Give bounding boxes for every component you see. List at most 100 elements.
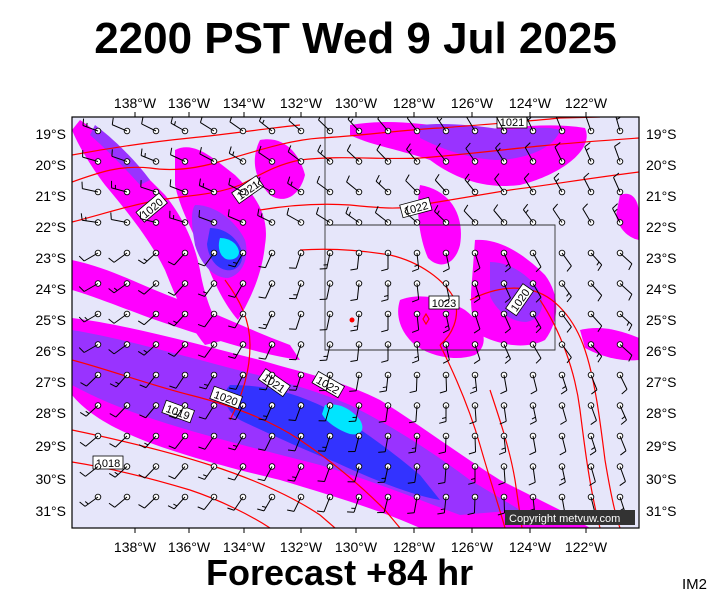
wind-barb <box>229 117 247 135</box>
lat-label-right: 31°S <box>646 503 677 519</box>
wind-barb <box>139 211 160 226</box>
wind-barb <box>467 493 479 516</box>
wind-barb <box>258 280 276 299</box>
wind-barb <box>199 117 218 135</box>
wind-barb <box>349 371 363 392</box>
wind-barb <box>110 212 131 226</box>
wind-barb <box>347 463 363 483</box>
wind-barb <box>613 172 624 196</box>
rain-area-east-purple <box>490 262 543 322</box>
wind-barb <box>108 463 131 478</box>
wind-barb <box>137 280 160 295</box>
wind-barb <box>258 341 276 360</box>
wind-barb <box>289 371 305 391</box>
wind-barb <box>227 493 247 511</box>
wind-barb <box>316 175 334 196</box>
wind-barb <box>169 371 189 389</box>
isobar-label: 1021 <box>496 117 528 129</box>
wind-barb <box>319 371 334 392</box>
wind-barb <box>616 371 628 395</box>
wind-barb <box>498 432 508 455</box>
lat-label-right: 28°S <box>646 405 677 421</box>
wind-barb <box>500 280 511 303</box>
wind-barb <box>228 249 247 268</box>
wind-barb <box>137 310 160 326</box>
wind-barb <box>616 463 626 486</box>
wind-barb <box>197 493 218 511</box>
wind-barb <box>495 142 508 165</box>
wind-barb <box>80 371 102 387</box>
wind-barb <box>500 310 511 334</box>
wind-barb <box>381 310 392 333</box>
wind-barb <box>379 371 392 393</box>
wind-barb <box>582 203 595 226</box>
longitude-labels-bottom: 138°W 136°W 134°W 132°W 130°W 128°W 126°W 124°W… <box>114 528 608 555</box>
wind-barb <box>317 144 334 165</box>
wind-barb <box>287 432 305 452</box>
map-title: 2200 PST Wed 9 Jul 2025 <box>94 14 617 63</box>
wind-barb <box>587 341 603 363</box>
wind-barb <box>378 432 392 453</box>
lon-label-top: 128°W <box>393 95 436 111</box>
wind-barb <box>612 203 624 226</box>
lat-label-left: 22°S <box>35 219 66 235</box>
lon-label-top: 122°W <box>565 95 608 111</box>
lat-label-left: 28°S <box>35 405 66 421</box>
wind-barb <box>471 341 481 364</box>
wind-barb <box>228 341 247 359</box>
lat-label-right: 19°S <box>646 126 677 142</box>
wind-barb <box>376 143 392 165</box>
wind-barb <box>257 177 276 196</box>
forecast-label: Forecast +84 hr <box>206 552 474 593</box>
wind-barb <box>498 463 508 486</box>
wind-barb <box>558 432 567 456</box>
wind-barb <box>587 432 597 456</box>
lat-label-right: 21°S <box>646 188 677 204</box>
wind-barb <box>198 432 218 450</box>
wind-barb <box>258 432 276 451</box>
lon-label-bottom: 132°W <box>280 539 323 555</box>
lat-label-right: 20°S <box>646 157 677 173</box>
lon-label-top: 134°W <box>223 95 266 111</box>
wind-barb <box>442 249 450 273</box>
wind-barb <box>378 402 392 423</box>
lon-label-bottom: 128°W <box>393 539 436 555</box>
wind-barb <box>138 463 160 479</box>
rain-area-intense <box>322 404 363 435</box>
wind-barb <box>529 280 542 303</box>
wind-barb <box>289 249 305 269</box>
wind-barb <box>199 147 218 165</box>
wind-barb <box>111 149 131 165</box>
wind-barb <box>257 493 276 512</box>
wind-barb <box>258 371 276 391</box>
wind-barb <box>227 463 247 481</box>
image-code: IM2 <box>682 576 708 593</box>
wind-barb <box>316 493 334 513</box>
wind-barb <box>82 118 102 135</box>
wind-barb <box>553 172 566 196</box>
wind-barb <box>528 463 537 486</box>
wind-barb <box>315 207 334 226</box>
wind-barb <box>78 280 102 292</box>
wind-barb <box>287 145 305 165</box>
svg-text:1018: 1018 <box>96 458 120 470</box>
lat-label-left: 27°S <box>35 374 66 390</box>
wind-barb <box>108 341 131 355</box>
wind-barb <box>167 493 189 510</box>
wind-barb <box>168 463 189 480</box>
wind-barb <box>377 117 392 135</box>
wind-barb <box>529 249 542 273</box>
lat-label-right: 23°S <box>646 250 677 266</box>
longitude-labels-top: 138°W 136°W 134°W 132°W 130°W 128°W 126°W 124°W… <box>114 95 608 117</box>
wind-barb <box>377 493 392 514</box>
wind-barb <box>318 402 334 422</box>
wind-barb <box>558 310 572 333</box>
wind-barb <box>167 310 189 327</box>
wind-barb <box>529 341 542 364</box>
wind-barb <box>348 402 363 423</box>
lon-label-bottom: 134°W <box>223 539 266 555</box>
wind-barb <box>583 172 595 196</box>
wind-barb <box>529 371 538 395</box>
lat-label-right: 27°S <box>646 374 677 390</box>
